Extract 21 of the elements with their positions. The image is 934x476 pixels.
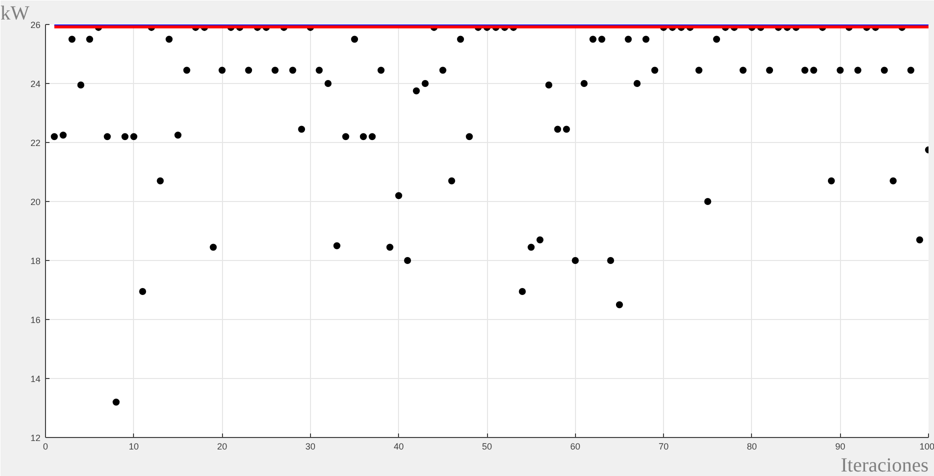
x-tick-label: 60	[570, 442, 580, 452]
x-tick-label: 30	[305, 442, 316, 452]
x-tick-label: 10	[128, 442, 139, 452]
y-tick-label: 22	[30, 138, 41, 148]
y-tick-label: 26	[30, 20, 41, 30]
x-tick-label: 50	[482, 442, 492, 452]
x-axis-title: Iteraciones	[840, 454, 929, 476]
y-tick-label: 20	[30, 197, 41, 207]
x-tick-label: 0	[42, 442, 48, 452]
x-tick-label: 90	[835, 442, 846, 452]
y-tick-label: 18	[30, 256, 41, 266]
y-axis-title: kW	[0, 2, 30, 24]
x-tick-label: 100	[919, 442, 934, 452]
y-tick-label: 24	[30, 79, 41, 89]
y-tick-label: 14	[30, 374, 41, 384]
x-tick-label: 20	[217, 442, 228, 452]
x-tick-label: 40	[394, 442, 404, 452]
y-tick-label: 16	[30, 315, 41, 325]
y-tick-label: 12	[30, 433, 41, 443]
x-tick-label: 70	[658, 442, 669, 452]
x-tick-label: 80	[746, 442, 757, 452]
